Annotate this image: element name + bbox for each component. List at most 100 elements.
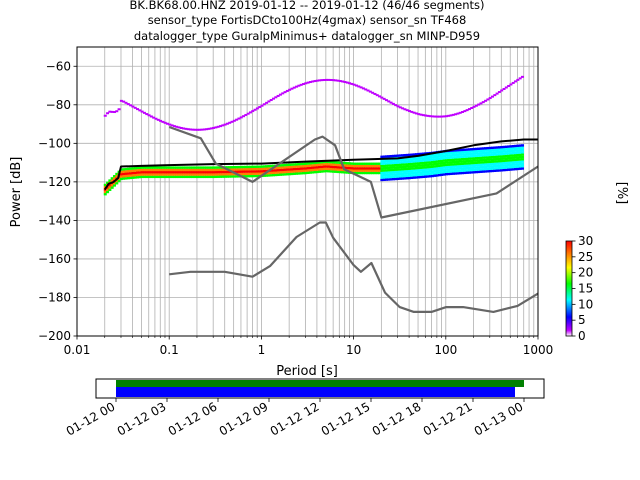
density-cell [493, 151, 497, 154]
density-cell [354, 169, 358, 172]
density-cell [497, 169, 501, 172]
density-cell [396, 163, 400, 167]
density-cell [481, 170, 485, 173]
density-cell [507, 152, 511, 155]
density-cell [343, 171, 347, 174]
density-cell [186, 175, 190, 179]
density-cell [108, 186, 112, 189]
density-cell [442, 154, 446, 158]
density-cell [345, 166, 349, 170]
density-cell [295, 170, 299, 173]
density-cell [177, 175, 181, 179]
density-cell [244, 170, 248, 173]
density-cell [378, 169, 382, 172]
density-cell [504, 164, 508, 167]
density-cell [467, 152, 471, 156]
density-cell-sparse [195, 128, 199, 131]
density-cell [488, 169, 492, 173]
x-tick-label: 1 [258, 343, 266, 357]
density-cell [352, 169, 356, 172]
density-cell-sparse [108, 110, 112, 113]
density-cell [200, 166, 204, 169]
x-tick-label: 10 [346, 343, 361, 357]
colorbar-tick-label: 30 [578, 234, 593, 248]
density-cell [444, 170, 448, 174]
density-cell-sparse [179, 126, 183, 129]
density-cell [124, 170, 128, 173]
density-cell [318, 163, 322, 166]
density-cell [516, 151, 520, 154]
density-cell-sparse [449, 114, 453, 117]
density-cell [516, 146, 520, 150]
density-cell [373, 167, 377, 170]
density-cell [341, 171, 345, 174]
density-cell [502, 157, 506, 160]
density-cell-sparse [479, 102, 483, 105]
density-cell [403, 170, 407, 173]
density-cell [477, 149, 481, 153]
density-cell [357, 171, 361, 175]
density-cell-sparse [419, 113, 423, 116]
density-cell [472, 150, 476, 153]
density-cell [490, 169, 494, 173]
title-line-1: BK.BK68.00.HNZ 2019-01-12 -- 2019-01-12 … [129, 0, 484, 12]
density-cell [311, 164, 315, 167]
density-cell-sparse [373, 92, 377, 95]
density-cell [165, 168, 169, 172]
density-cell [463, 157, 467, 161]
density-cell [435, 153, 439, 156]
density-cell-sparse [403, 108, 407, 111]
density-cell [382, 167, 386, 170]
density-cell [417, 162, 421, 165]
density-cell [440, 162, 444, 165]
density-cell [334, 170, 338, 173]
density-cell [463, 164, 467, 168]
density-cell [444, 172, 448, 176]
density-cell [431, 170, 435, 173]
density-cell [442, 152, 446, 155]
density-cell [237, 168, 241, 171]
density-cell [380, 160, 384, 163]
density-cell-sparse [380, 96, 384, 99]
density-cell [110, 179, 114, 182]
density-cell [403, 174, 407, 178]
density-cell [394, 159, 398, 162]
density-cell [136, 176, 140, 179]
density-cell [467, 171, 471, 174]
density-cell [138, 171, 142, 174]
density-cell [209, 175, 213, 179]
density-cell-sparse [440, 115, 444, 118]
density-cell [403, 177, 407, 180]
density-cell [449, 161, 453, 164]
density-cell [493, 146, 497, 149]
density-cell [428, 172, 432, 176]
density-cell [414, 157, 418, 161]
density-cell [172, 166, 176, 169]
density-cell [461, 155, 465, 159]
density-cell [276, 166, 280, 170]
density-cell [371, 171, 375, 175]
density-cell [456, 162, 460, 166]
density-cell [504, 154, 508, 158]
density-cell [389, 166, 393, 169]
density-cell [447, 163, 451, 166]
density-cell [200, 173, 204, 176]
density-cell-sparse [219, 125, 223, 128]
density-cell [364, 167, 368, 170]
density-cell [479, 165, 483, 169]
density-cell [490, 146, 494, 150]
density-cell [465, 171, 469, 174]
density-cell [184, 166, 188, 169]
density-cell [461, 171, 465, 175]
density-cell [403, 158, 407, 162]
density-cell [511, 168, 515, 171]
density-cell [451, 151, 455, 155]
density-cell [219, 170, 223, 174]
density-cell [454, 163, 458, 166]
density-cell [145, 173, 149, 176]
density-cell [182, 171, 186, 174]
density-cell [327, 167, 331, 171]
density-cell [431, 158, 435, 162]
density-cell [380, 171, 384, 175]
density-cell [322, 163, 326, 166]
